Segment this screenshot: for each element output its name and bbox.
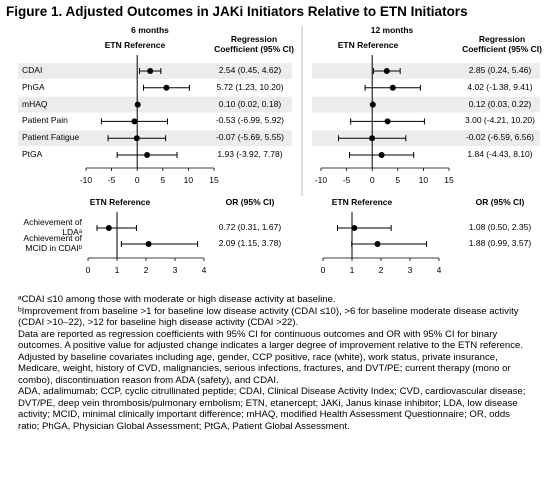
point-estimate — [131, 118, 138, 125]
x-tick-label: 15 — [209, 175, 219, 186]
value-label: 3.00 (-4.21, 10.20) — [465, 115, 535, 126]
value-header: Regression Coefficient (95% CI) — [462, 34, 542, 54]
value-label: 1.84 (-4.43, 8.10) — [467, 149, 533, 160]
value-header: OR (95% CI) — [475, 197, 525, 208]
reference-label: ETN Reference — [331, 197, 393, 208]
row-label: Achievement of MCID in CDAIᵇ — [23, 233, 82, 253]
row-label: Patient Pain — [22, 115, 68, 126]
value-label: -0.02 (-6.59, 6.56) — [465, 132, 535, 143]
value-label: -0.53 (-6.99, 5.92) — [215, 115, 285, 126]
point-estimate — [369, 101, 376, 108]
row-label: Achievement of LDAᵃ — [23, 217, 82, 237]
x-tick-label: -5 — [107, 175, 116, 186]
point-estimate — [144, 152, 151, 158]
x-tick-label: 5 — [160, 175, 166, 186]
row-band — [312, 96, 540, 113]
point-estimate — [145, 241, 152, 247]
x-tick-label: -5 — [342, 175, 351, 186]
point-estimate — [163, 84, 170, 91]
x-tick-label: 1 — [114, 265, 120, 276]
x-tick-label: 2 — [378, 265, 384, 276]
point-estimate — [378, 152, 385, 158]
x-tick-label: 4 — [436, 265, 442, 276]
x-tick-label: 5 — [395, 175, 401, 186]
point-estimate — [147, 68, 154, 74]
value-label: 2.09 (1.15, 3.78) — [218, 238, 282, 249]
point-estimate — [369, 135, 376, 142]
value-label: 0.72 (0.31, 1.67) — [218, 222, 282, 233]
value-label: 4.02 (-1.38, 9.41) — [467, 81, 533, 92]
point-estimate — [374, 241, 381, 247]
x-tick-label: 3 — [172, 265, 178, 276]
x-tick-label: 0 — [85, 265, 91, 276]
panel-title: 12 months — [370, 25, 414, 36]
x-tick-label: -10 — [314, 175, 328, 186]
footnotes: ᵃCDAI ≤10 among those with moderate or h… — [18, 294, 533, 432]
point-estimate — [105, 225, 112, 231]
point-estimate — [384, 118, 391, 125]
row-label: PhGA — [22, 81, 45, 92]
x-tick-label: 10 — [183, 175, 194, 186]
x-tick-label: 4 — [201, 265, 207, 276]
panel-title: 6 months — [131, 25, 169, 36]
value-label: 2.85 (0.24, 5.46) — [468, 65, 532, 76]
value-label: 1.93 (-3.92, 7.78) — [217, 149, 283, 160]
x-tick-label: 0 — [369, 175, 375, 186]
row-band — [312, 63, 540, 79]
footnote: ᵃCDAI ≤10 among those with moderate or h… — [18, 294, 336, 305]
footnote: ᵇImprovement from baseline >1 for baseli… — [18, 305, 519, 329]
value-label: 1.08 (0.50, 2.35) — [468, 222, 532, 233]
value-label: 1.88 (0.99, 3.57) — [468, 238, 532, 249]
value-header: OR (95% CI) — [225, 197, 275, 208]
x-tick-label: 0 — [134, 175, 140, 186]
value-label: 2.54 (0.45, 4.62) — [218, 65, 282, 76]
value-label: 5.72 (1.23, 10.20) — [216, 81, 284, 92]
row-label: mHAQ — [22, 98, 48, 109]
row-band — [18, 96, 292, 113]
row-band — [312, 130, 540, 147]
row-label: Patient Fatigue — [22, 132, 80, 143]
x-tick-label: 0 — [320, 265, 326, 276]
value-label: -0.07 (-5.69, 5.55) — [215, 132, 285, 143]
point-estimate — [389, 84, 396, 91]
point-estimate — [134, 101, 141, 108]
point-estimate — [133, 135, 140, 142]
reference-label: ETN Reference — [89, 197, 151, 208]
reference-label: ETN Reference — [337, 40, 399, 51]
x-tick-label: -10 — [79, 175, 93, 186]
row-label: PtGA — [22, 149, 43, 160]
footnote: Data are reported as regression coeffici… — [18, 328, 524, 386]
x-tick-label: 1 — [349, 265, 355, 276]
x-tick-label: 2 — [143, 265, 149, 276]
value-label: 0.12 (0.03, 0.22) — [468, 98, 532, 109]
figure-title: Figure 1. Adjusted Outcomes in JAKi Init… — [6, 4, 468, 19]
footnote: ADA, adalimumab; CCP, cyclic citrullinat… — [18, 386, 526, 432]
figure: Figure 1. Adjusted Outcomes in JAKi Init… — [6, 4, 542, 276]
point-estimate — [383, 68, 390, 74]
point-estimate — [351, 225, 358, 231]
x-tick-label: 10 — [418, 175, 429, 186]
forest-plots — [18, 26, 540, 261]
reference-label: ETN Reference — [104, 40, 166, 51]
row-label: CDAI — [22, 65, 43, 76]
value-label: 0.10 (0.02, 0.18) — [218, 98, 282, 109]
x-tick-label: 15 — [444, 175, 454, 186]
x-tick-label: 3 — [407, 265, 413, 276]
value-header: Regression Coefficient (95% CI) — [214, 34, 294, 54]
